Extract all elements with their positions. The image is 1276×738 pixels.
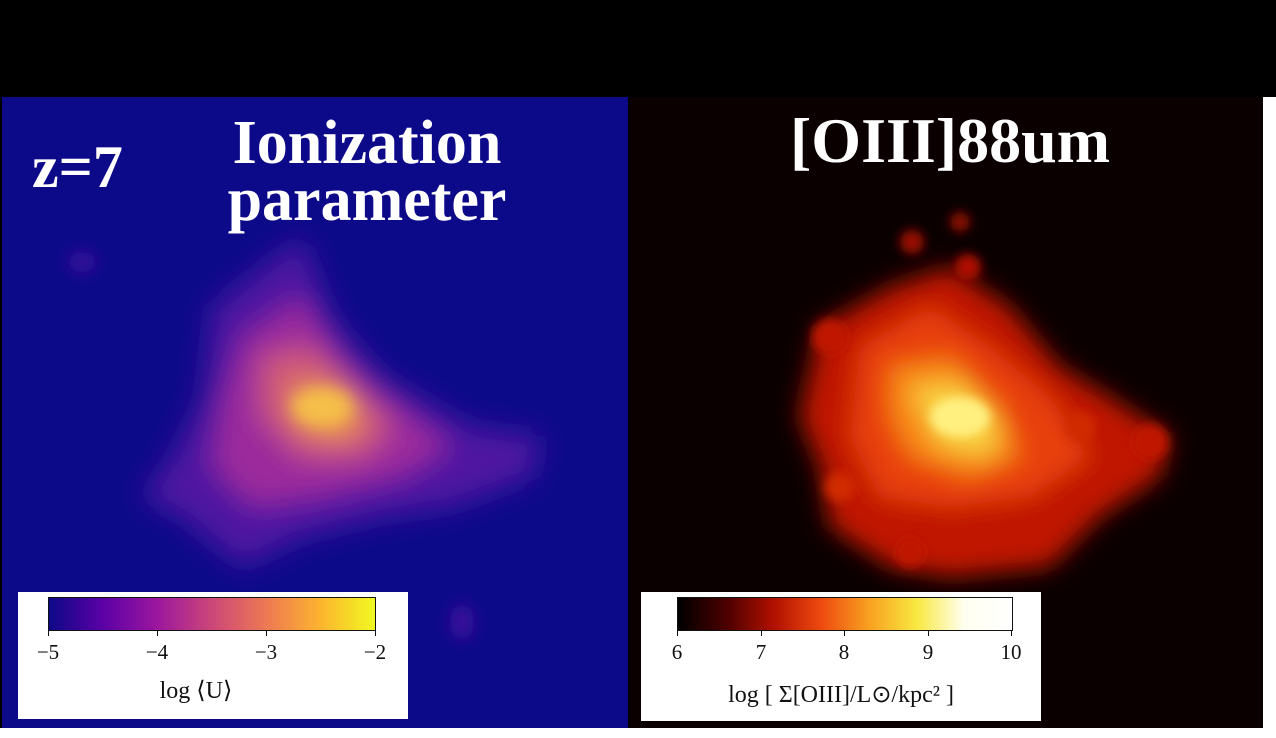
tick-label: 10 [1000, 640, 1022, 664]
colorbar-tick [1011, 630, 1012, 636]
right-panel: [OIII]88um 6 7 8 9 10 log [ Σ[OIII]/L⊙/k… [630, 97, 1263, 728]
colorbar-tick [375, 630, 376, 636]
colorbar-tick [761, 630, 762, 636]
tick-label: −2 [363, 640, 387, 664]
ionization-colorbar: −5 −4 −3 −2 log ⟨U⟩ [18, 592, 408, 719]
colorbar-tick [157, 630, 158, 636]
tick-label: 9 [922, 640, 934, 664]
tick-label: 8 [838, 640, 850, 664]
oiii-title: [OIII]88um [789, 105, 1111, 176]
title-line1: Ionization [232, 109, 502, 177]
colorbar-tick [266, 630, 267, 636]
oiii-colorbar: 6 7 8 9 10 log [ Σ[OIII]/L⊙/kpc² ] [641, 592, 1041, 721]
bottom-border [0, 728, 1276, 738]
ionization-title: Ionization parameter [187, 109, 547, 235]
ionization-parameter-map [68, 237, 542, 640]
colorbar-tick [677, 630, 678, 636]
right-border [1263, 97, 1276, 738]
tick-label: −5 [36, 640, 60, 664]
colorbar-gradient [48, 597, 376, 631]
colorbar-label: log [ Σ[OIII]/L⊙/kpc² ] [728, 682, 954, 708]
colorbar-tick [928, 630, 929, 636]
oiii-emission-map [800, 212, 1170, 577]
colorbar-label: log ⟨U⟩ [159, 678, 233, 704]
title-line2: parameter [227, 166, 507, 235]
left-panel: z=7 Ionization parameter −5 −4 −3 −2 log… [2, 97, 628, 728]
tick-label: 7 [755, 640, 767, 664]
colorbar-gradient [677, 597, 1013, 631]
redshift-label: z=7 [32, 134, 123, 200]
colorbar-tick [48, 630, 49, 636]
tick-label: −4 [145, 640, 169, 664]
tick-label: −3 [254, 640, 278, 664]
colorbar-tick [844, 630, 845, 636]
tick-label: 6 [671, 640, 683, 664]
